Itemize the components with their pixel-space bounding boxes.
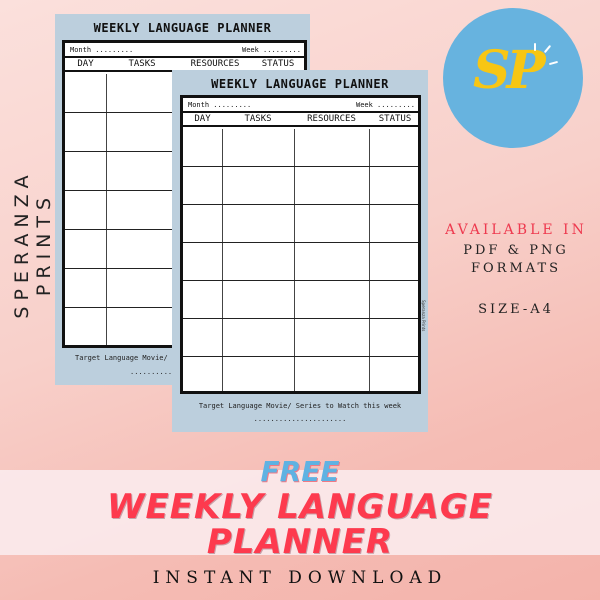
col-status: STATUS xyxy=(261,59,295,69)
col-tasks: TASKS xyxy=(128,59,156,69)
month-label: Month ......... xyxy=(188,101,252,109)
planner-title: WEEKLY LANGUAGE PLANNER xyxy=(93,21,272,35)
month-week-row: Month ......... Week ......... xyxy=(183,98,418,113)
headline-line-1: WEEKLY LANGUAGE xyxy=(107,487,493,527)
footer-dots: .......... xyxy=(130,368,173,376)
col-tasks: TASKS xyxy=(244,114,272,124)
available-in-label: AVAILABLE IN xyxy=(445,222,587,238)
headline-line-2: PLANNER xyxy=(206,522,394,562)
column-divider xyxy=(369,129,370,391)
speranza-logo: SP xyxy=(443,8,583,148)
planner-preview-front: WEEKLY LANGUAGE PLANNER Month ......... … xyxy=(172,70,428,432)
col-resources: RESOURCES xyxy=(190,59,240,69)
col-resources: RESOURCES xyxy=(307,114,356,124)
month-week-row: Month ......... Week ......... xyxy=(65,43,304,58)
row-divider xyxy=(183,280,418,281)
month-label: Month ......... xyxy=(70,46,134,54)
formats-line-2: FORMATS xyxy=(470,261,562,276)
col-day: DAY xyxy=(194,114,211,124)
planner-title: WEEKLY LANGUAGE PLANNER xyxy=(211,77,389,91)
row-divider xyxy=(183,318,418,319)
brand-vertical-text: SPERANZA PRINTS xyxy=(11,169,55,319)
instant-download-label: INSTANT DOWNLOAD xyxy=(152,568,448,588)
formats-line-1: PDF & PNG xyxy=(463,243,569,258)
column-divider xyxy=(106,74,107,345)
free-label: FREE xyxy=(260,455,340,488)
column-divider xyxy=(222,129,223,391)
row-divider xyxy=(183,204,418,205)
footer-text: Target Language Movie/ Series to Watch t… xyxy=(198,402,402,410)
col-status: STATUS xyxy=(378,114,412,124)
sparkle-icon xyxy=(534,43,536,51)
row-divider xyxy=(183,356,418,357)
footer-text: Target Language Movie/ xyxy=(75,354,168,362)
footer-dots: ...................... xyxy=(253,415,347,423)
planner-table: Month ......... Week ......... DAY TASKS… xyxy=(180,95,421,394)
week-label: Week ......... xyxy=(241,46,301,54)
col-day: DAY xyxy=(77,59,94,69)
column-headers: DAY TASKS RESOURCES STATUS xyxy=(183,113,418,127)
week-label: Week ......... xyxy=(355,101,415,109)
column-divider xyxy=(294,129,295,391)
size-label: SIZE-A4 xyxy=(478,302,554,317)
logo-monogram: SP xyxy=(473,40,546,101)
row-divider xyxy=(183,242,418,243)
side-brand-mark: Speranza Prints xyxy=(421,300,426,332)
sparkle-icon xyxy=(548,60,559,66)
row-divider xyxy=(183,166,418,167)
title-banner xyxy=(0,470,600,555)
sparkle-icon xyxy=(543,44,552,54)
